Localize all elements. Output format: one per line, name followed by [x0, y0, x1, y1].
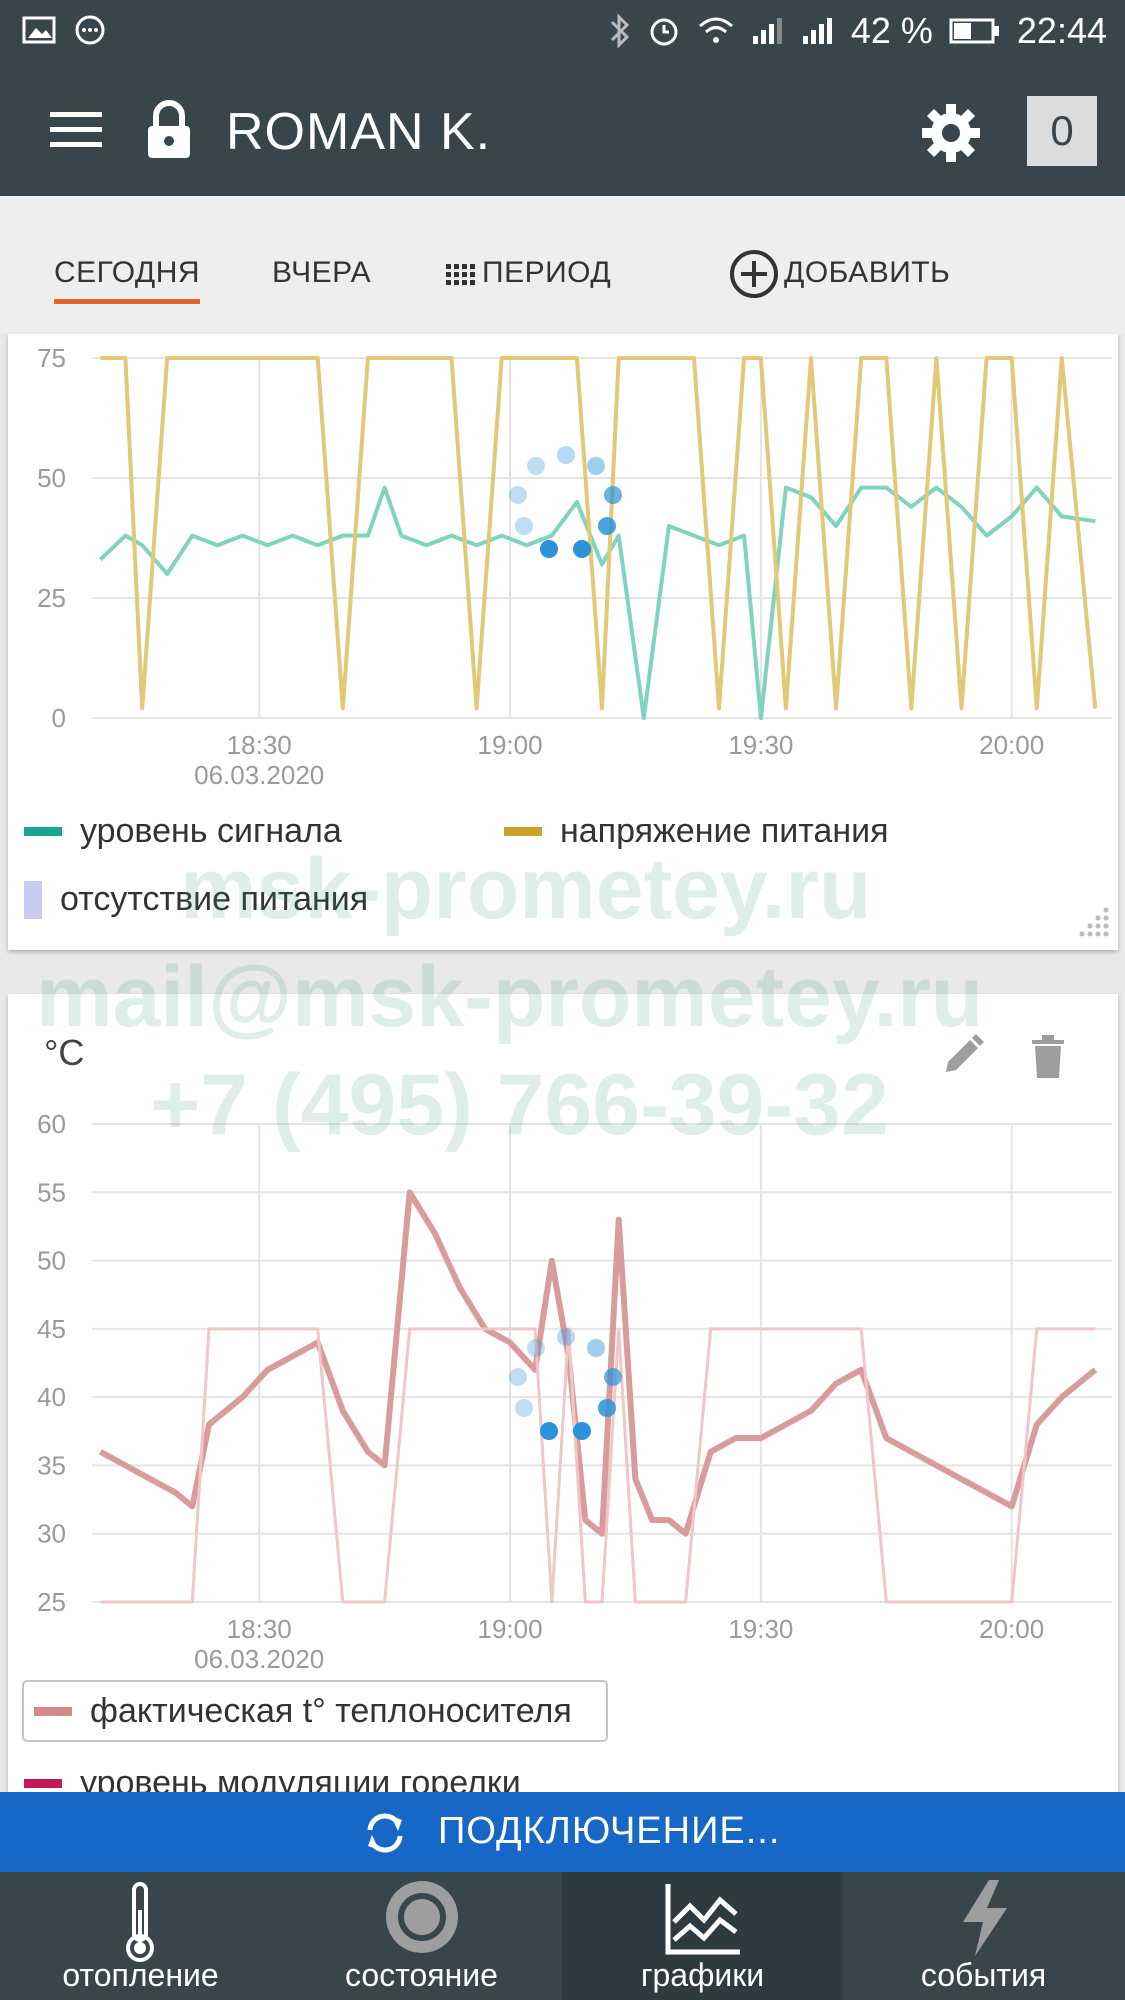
- loading-spinner: [509, 1328, 622, 1440]
- date-label: 06.03.2020: [194, 1644, 324, 1674]
- chat-icon: [75, 15, 105, 45]
- signal-icon: [752, 18, 782, 44]
- add-button-label: ДОБАВИТЬ: [784, 255, 951, 289]
- settings-icon[interactable]: [920, 102, 982, 164]
- y-tick-label: 40: [37, 1382, 66, 1412]
- x-tick-label: 19:00: [477, 730, 542, 760]
- thermometer-icon: [126, 1882, 154, 1962]
- connection-status-bar: ПОДКЛЮЧЕНИЕ...: [0, 1792, 1125, 1872]
- alarm-icon: [650, 18, 678, 46]
- legend-label: фактическая t° теплоносителя: [90, 1691, 572, 1730]
- battery-percent: 42 %: [850, 10, 933, 51]
- series-line: [100, 1327, 1096, 1604]
- nav-status-label: состояние: [345, 1957, 498, 1993]
- y-tick-label: 55: [37, 1177, 66, 1207]
- grid-icon: [446, 264, 475, 286]
- legend-item[interactable]: напряжение питания: [504, 812, 889, 851]
- x-tick-label: 19:00: [477, 1614, 542, 1644]
- signal-icon-2: [802, 18, 832, 44]
- series-line: [98, 1189, 1098, 1537]
- legend-label: напряжение питания: [560, 812, 889, 850]
- temperature-chart-card: °C 60 55 50 45 40 35 30 25 18:30 06.03.2020 19:00 1…: [8, 994, 1118, 1814]
- legend-swatch: [34, 1706, 72, 1716]
- edit-icon[interactable]: [938, 1032, 986, 1080]
- nav-charts-label: графики: [640, 1957, 765, 1993]
- nav-heating-label: отопление: [62, 1957, 219, 1993]
- y-tick-label: 25: [37, 1587, 66, 1617]
- watermark-site: msk-prometey.ru: [180, 841, 872, 937]
- gallery-icon: [22, 16, 56, 44]
- wifi-icon: [698, 17, 733, 43]
- y-tick-label: 50: [37, 1246, 66, 1276]
- legend-label: уровень сигнала: [80, 812, 342, 850]
- lightning-icon: [963, 1880, 1007, 1956]
- resize-handle-icon[interactable]: [1072, 904, 1112, 944]
- y-tick-label: 75: [37, 343, 66, 373]
- watermark-phone: +7 (495) 766-39-32: [150, 1057, 889, 1153]
- circle-icon: [386, 1881, 458, 1953]
- nav-events[interactable]: события: [843, 1872, 1124, 2000]
- clock: 22:44: [1016, 10, 1107, 51]
- watermark-email: mail@msk-prometey.ru: [36, 949, 984, 1045]
- page-title: ROMAN K.: [226, 103, 492, 161]
- tab-period[interactable]: ПЕРИОД: [446, 256, 611, 290]
- x-tick-label: 18:30: [227, 730, 292, 760]
- loading-spinner: [509, 446, 622, 558]
- x-tick-label: 18:30: [227, 1614, 292, 1644]
- y-tick-label: 50: [37, 463, 66, 493]
- legend-swatch: [24, 827, 62, 836]
- menu-icon[interactable]: [50, 106, 102, 154]
- y-tick-label: 25: [37, 583, 66, 613]
- battery-icon: [949, 18, 999, 44]
- y-tick-label: 45: [37, 1314, 66, 1344]
- y-tick-label: 0: [52, 703, 66, 733]
- legend-label: отсутствие питания: [60, 880, 369, 918]
- legend-item[interactable]: уровень сигнала: [24, 812, 342, 851]
- sync-icon: [367, 1813, 403, 1853]
- legend-swatch: [504, 827, 542, 836]
- chart-icon: [665, 1884, 740, 1955]
- bluetooth-icon: [610, 13, 629, 49]
- x-tick-label: 20:00: [979, 1614, 1044, 1644]
- legend-swatch: [24, 1779, 62, 1788]
- connection-label: ПОДКЛЮЧЕНИЕ...: [438, 1810, 781, 1852]
- legend-item[interactable]: фактическая t° теплоносителя: [22, 1680, 608, 1742]
- date-label: 06.03.2020: [194, 760, 324, 790]
- y-tick-label: 60: [37, 1109, 66, 1139]
- plus-circle-icon: [730, 250, 778, 298]
- lock-icon[interactable]: [146, 100, 192, 160]
- tab-today[interactable]: СЕГОДНЯ: [54, 256, 201, 304]
- y-tick-label: 30: [37, 1519, 66, 1549]
- notification-count-badge[interactable]: 0: [1027, 96, 1097, 166]
- app-bar: ROMAN K. 0: [0, 66, 1125, 196]
- nav-events-label: события: [920, 1957, 1047, 1993]
- nav-charts[interactable]: графики: [562, 1872, 843, 2000]
- signal-chart-card: 75 50 25 0 18:30 06.03.2020 19:00 19:30 20:00 ур…: [8, 334, 1118, 950]
- legend-swatch: [24, 880, 42, 919]
- x-tick-label: 19:30: [728, 730, 793, 760]
- tab-period-label: ПЕРИОД: [482, 256, 612, 289]
- add-button[interactable]: ДОБАВИТЬ: [728, 248, 950, 300]
- x-tick-label: 19:30: [728, 1614, 793, 1644]
- legend-item[interactable]: отсутствие питания: [24, 880, 368, 919]
- nav-heating[interactable]: отопление: [0, 1872, 281, 2000]
- delete-icon[interactable]: [1028, 1032, 1068, 1080]
- y-tick-label: 35: [37, 1450, 66, 1480]
- period-tabs: СЕГОДНЯ ВЧЕРА ПЕРИОД ДОБАВИТЬ: [0, 196, 1125, 334]
- status-bar: 42 % 22:44: [0, 0, 1125, 66]
- tab-yesterday[interactable]: ВЧЕРА: [272, 256, 372, 289]
- series-line: [100, 356, 1098, 711]
- nav-status[interactable]: состояние: [281, 1872, 562, 2000]
- x-tick-label: 20:00: [979, 730, 1044, 760]
- bottom-navigation: отопление состояние графики события: [0, 1872, 1125, 2000]
- unit-label: °C: [44, 1032, 85, 1073]
